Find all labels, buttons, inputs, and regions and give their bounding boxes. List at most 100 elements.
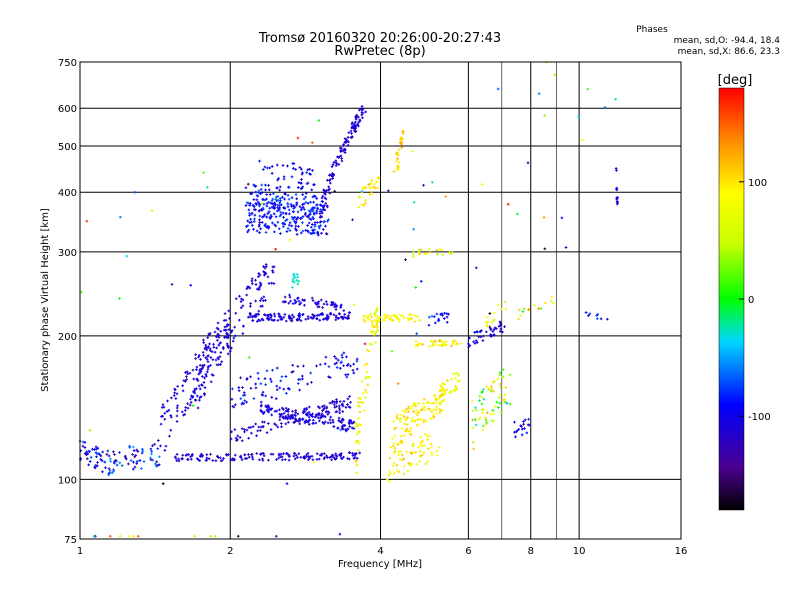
data-point (427, 323, 431, 327)
data-point (252, 314, 256, 318)
data-point (298, 388, 301, 392)
data-point (429, 442, 433, 446)
data-point (245, 457, 249, 460)
data-point (360, 380, 364, 383)
data-point (514, 430, 518, 434)
data-point (118, 451, 121, 454)
data-point (319, 224, 322, 227)
data-point (203, 376, 206, 380)
data-point (219, 329, 223, 333)
data-point (311, 299, 315, 302)
data-point (399, 439, 403, 443)
data-point (326, 421, 330, 425)
plot-grid (79, 61, 682, 540)
data-point (491, 419, 495, 423)
data-point (375, 330, 378, 334)
data-point (333, 355, 336, 358)
data-point (296, 272, 299, 276)
data-point (205, 374, 208, 378)
data-point (453, 389, 457, 393)
data-point (416, 344, 419, 347)
data-point (292, 167, 295, 170)
data-point (169, 428, 173, 432)
data-point (501, 375, 505, 379)
data-point (227, 344, 230, 348)
data-point (295, 229, 298, 232)
data-point (297, 314, 300, 317)
data-point (132, 534, 135, 538)
data-point (388, 480, 391, 483)
data-point (167, 408, 171, 412)
data-point (198, 396, 202, 400)
data-point (272, 265, 276, 269)
data-point (87, 449, 91, 453)
data-point (436, 454, 439, 457)
data-point (441, 392, 444, 396)
data-point (231, 339, 235, 343)
data-point (522, 307, 526, 310)
data-point (441, 382, 445, 385)
data-point (408, 430, 412, 433)
data-point (275, 384, 279, 388)
data-point (311, 209, 315, 213)
data-point (432, 408, 436, 412)
data-point (287, 208, 291, 212)
data-point (278, 197, 282, 200)
data-point (249, 217, 252, 221)
data-point (297, 299, 301, 303)
data-point (286, 227, 290, 230)
plot-frame (79, 61, 682, 540)
data-point (315, 452, 319, 456)
data-point (277, 452, 281, 456)
data-point (430, 451, 434, 454)
data-point (251, 315, 254, 319)
data-point (436, 343, 440, 347)
data-point (265, 193, 268, 196)
data-point (378, 319, 381, 322)
data-point (202, 363, 206, 367)
data-point (615, 186, 619, 190)
data-point (242, 391, 246, 394)
data-point (279, 199, 282, 202)
data-point (358, 451, 362, 455)
data-point (206, 367, 210, 371)
data-point (232, 457, 236, 461)
data-point (352, 427, 356, 430)
data-point (340, 421, 343, 424)
data-point (400, 413, 403, 417)
data-point (149, 458, 153, 462)
data-point (189, 455, 192, 458)
data-point (254, 190, 258, 194)
data-point (322, 408, 325, 411)
data-point (282, 177, 286, 181)
data-point (196, 406, 200, 410)
data-point (296, 419, 300, 423)
colorbar-tick-label: 100 (748, 178, 767, 189)
data-point (388, 469, 392, 473)
data-point (407, 319, 411, 322)
data-point (174, 456, 178, 460)
data-point (320, 211, 324, 215)
data-point (318, 406, 322, 410)
data-point (295, 217, 299, 221)
data-point (350, 125, 354, 129)
data-point (255, 434, 258, 438)
data-point (508, 373, 512, 377)
data-point (282, 412, 286, 415)
data-point (362, 314, 366, 318)
data-point (404, 430, 408, 433)
data-point (292, 454, 296, 458)
data-point (362, 409, 366, 412)
data-point (329, 303, 333, 307)
data-point (197, 354, 201, 357)
data-point (323, 452, 326, 455)
data-point (276, 319, 280, 322)
data-point (421, 445, 424, 448)
data-point (333, 362, 337, 366)
data-point (392, 444, 395, 448)
data-point (326, 205, 329, 209)
data-point (294, 300, 298, 304)
data-point (516, 212, 519, 216)
data-point (250, 431, 253, 435)
data-point (499, 385, 502, 389)
